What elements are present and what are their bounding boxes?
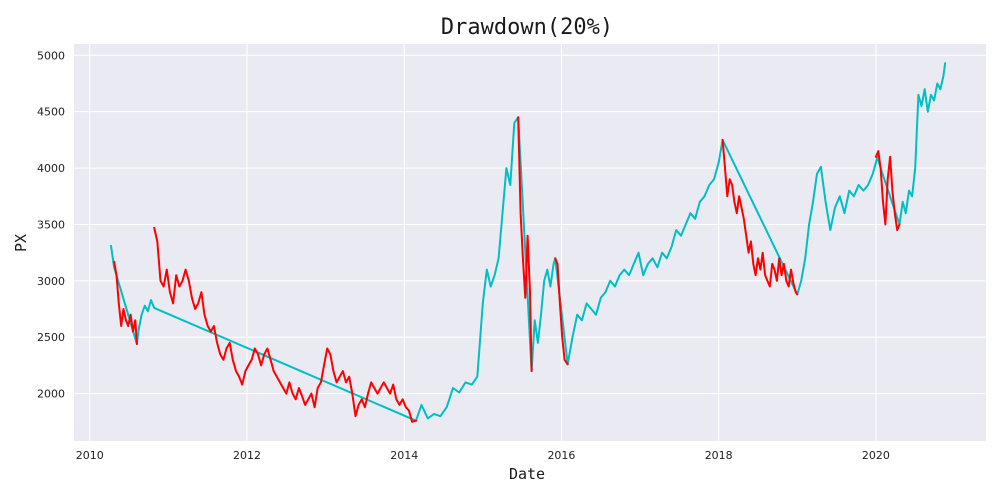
y-tick-label: 3500 [37, 218, 65, 231]
x-axis-label: Date [509, 465, 545, 483]
x-tick-label: 2010 [76, 449, 104, 462]
y-tick-label: 4500 [37, 106, 65, 119]
drawdown-segment-line [554, 257, 569, 366]
drawdown-segment-line [153, 226, 417, 423]
chart-title: Drawdown(20%) [441, 15, 613, 40]
plot-area [74, 44, 986, 441]
y-axis-label: PX [12, 234, 30, 252]
price-line [110, 62, 947, 422]
y-tick-label: 3000 [37, 275, 65, 288]
series-group [110, 62, 947, 423]
x-tick-label: 2016 [547, 449, 575, 462]
x-tick-label: 2012 [233, 449, 261, 462]
x-tick-label: 2020 [862, 449, 890, 462]
x-tick-label: 2018 [705, 449, 733, 462]
drawdown-segment-line [517, 116, 533, 373]
y-tick-label: 2500 [37, 331, 65, 344]
y-tick-label: 5000 [37, 49, 65, 62]
tick-labels: 2010 2012 2014 2016 2018 2020 2000 2500 3000 3500… [37, 49, 890, 462]
y-tick-label: 2000 [37, 388, 65, 401]
drawdown-segment-line [113, 260, 138, 345]
drawdown-segment-line [721, 138, 799, 296]
y-tick-label: 4000 [37, 162, 65, 175]
drawdown-segment-line [874, 150, 901, 232]
x-tick-label: 2014 [390, 449, 418, 462]
